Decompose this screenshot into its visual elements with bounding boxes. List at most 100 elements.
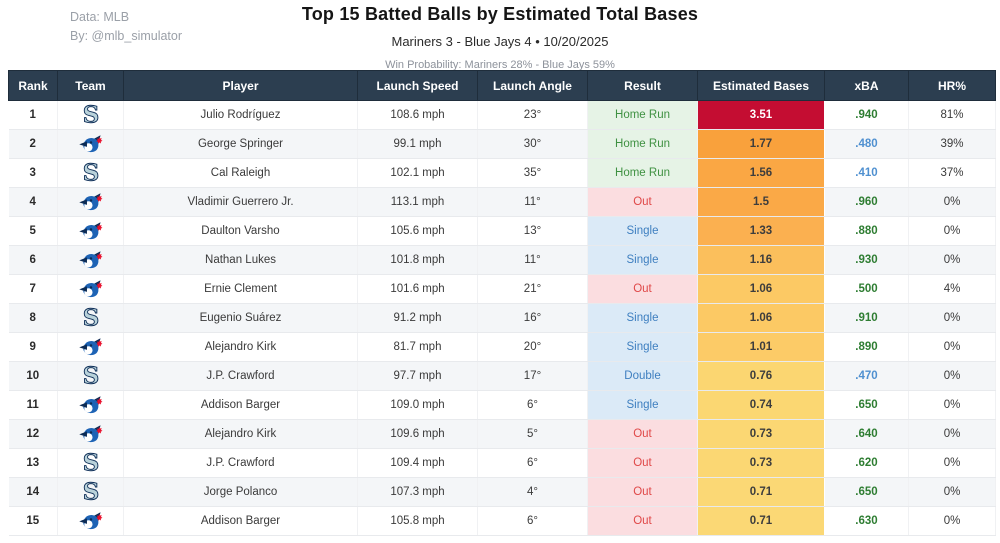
page-header: Data: MLB By: @mlb_simulator Top 15 Batt…	[0, 0, 1000, 71]
team-cell	[57, 332, 124, 362]
table-row: 13 S J.P. Crawford 109.4 mph 6° Out 0.73.620 0%	[8, 448, 996, 478]
batted-balls-table: Rank Team Player Launch Speed Launch Angle Re…	[8, 70, 996, 536]
xba-cell: .930	[824, 245, 909, 275]
hr-pct-cell: 39%	[908, 129, 996, 159]
team-cell: S	[57, 448, 124, 478]
column-header: xBA	[824, 70, 909, 101]
estimated-bases-cell: 0.73	[697, 448, 825, 478]
estimated-bases-cell: 1.5	[697, 187, 825, 217]
hr-pct-cell: 37%	[908, 158, 996, 188]
launch-angle-cell: 35°	[477, 158, 588, 188]
launch-speed-cell: 108.6 mph	[357, 100, 478, 130]
launch-speed-cell: 105.6 mph	[357, 216, 478, 246]
team-cell	[57, 187, 124, 217]
table-row: 7 Ernie Clement 101.6 mph 21° Out 1.06.500 4%	[8, 274, 996, 304]
estimated-bases-cell: 3.51	[697, 100, 825, 130]
column-header: Result	[587, 70, 698, 101]
rank-cell: 9	[8, 332, 58, 362]
team-cell: S	[57, 100, 124, 130]
result-cell: Out	[587, 419, 698, 449]
page-title: Top 15 Batted Balls by Estimated Total B…	[301, 4, 699, 24]
result-cell: Out	[587, 448, 698, 478]
launch-speed-cell: 109.0 mph	[357, 390, 478, 420]
player-cell: Addison Barger	[123, 390, 358, 420]
launch-angle-cell: 30°	[477, 129, 588, 159]
estimated-bases-cell: 0.71	[697, 506, 825, 536]
launch-speed-cell: 97.7 mph	[357, 361, 478, 391]
result-cell: Out	[587, 506, 698, 536]
xba-cell: .890	[824, 332, 909, 362]
player-cell: Eugenio Suárez	[123, 303, 358, 333]
player-cell: Daulton Varsho	[123, 216, 358, 246]
result-cell: Home Run	[587, 158, 698, 188]
rank-cell: 6	[8, 245, 58, 275]
table-row: 6 Nathan Lukes 101.8 mph 11° Single 1.16.930 0…	[8, 245, 996, 275]
xba-cell: .960	[824, 187, 909, 217]
table-row: 3 S Cal Raleigh 102.1 mph 35° Home Run 1.56.41…	[8, 158, 996, 188]
rank-cell: 11	[8, 390, 58, 420]
column-header: HR%	[908, 70, 996, 101]
rank-cell: 15	[8, 506, 58, 536]
column-header: Player	[123, 70, 358, 101]
table-row: 2 George Springer 99.1 mph 30° Home Run 1.77.…	[8, 129, 996, 159]
svg-text:S: S	[82, 306, 99, 330]
game-score-subtitle: Mariners 3 - Blue Jays 4 • 10/20/2025	[391, 34, 609, 49]
player-cell: Addison Barger	[123, 506, 358, 536]
table-row: 12 Alejandro Kirk 109.6 mph 5° Out 0.73.640 0%	[8, 419, 996, 449]
launch-angle-cell: 20°	[477, 332, 588, 362]
launch-angle-cell: 13°	[477, 216, 588, 246]
rank-cell: 10	[8, 361, 58, 391]
win-probability-text: Win Probability: Mariners 28% - Blue Jay…	[385, 59, 615, 71]
xba-cell: .940	[824, 100, 909, 130]
launch-angle-cell: 11°	[477, 187, 588, 217]
estimated-bases-cell: 1.56	[697, 158, 825, 188]
column-header: Team	[57, 70, 124, 101]
result-cell: Out	[587, 274, 698, 304]
result-cell: Out	[587, 477, 698, 507]
player-cell: Vladimir Guerrero Jr.	[123, 187, 358, 217]
hr-pct-cell: 0%	[908, 506, 996, 536]
result-cell: Home Run	[587, 129, 698, 159]
estimated-bases-cell: 1.16	[697, 245, 825, 275]
launch-angle-cell: 4°	[477, 477, 588, 507]
player-cell: J.P. Crawford	[123, 361, 358, 391]
result-cell: Single	[587, 216, 698, 246]
xba-cell: .410	[824, 158, 909, 188]
table-row: 9 Alejandro Kirk 81.7 mph 20° Single 1.01.890…	[8, 332, 996, 362]
launch-speed-cell: 101.8 mph	[357, 245, 478, 275]
mariners-logo-icon: S	[82, 449, 99, 477]
data-credits: Data: MLB By: @mlb_simulator	[70, 8, 182, 46]
column-header: Estimated Bases	[697, 70, 825, 101]
hr-pct-cell: 0%	[908, 332, 996, 362]
rank-cell: 13	[8, 448, 58, 478]
mariners-logo-icon: S	[82, 101, 99, 129]
rank-cell: 2	[8, 129, 58, 159]
launch-angle-cell: 16°	[477, 303, 588, 333]
launch-speed-cell: 109.4 mph	[357, 448, 478, 478]
table-row: 1 S Julio Rodríguez 108.6 mph 23° Home Run 3.5…	[8, 100, 996, 130]
team-cell: S	[57, 158, 124, 188]
hr-pct-cell: 0%	[908, 216, 996, 246]
hr-pct-cell: 0%	[908, 390, 996, 420]
result-cell: Single	[587, 245, 698, 275]
team-cell: S	[57, 303, 124, 333]
team-cell	[57, 129, 124, 159]
launch-speed-cell: 107.3 mph	[357, 477, 478, 507]
result-cell: Out	[587, 187, 698, 217]
player-cell: J.P. Crawford	[123, 448, 358, 478]
estimated-bases-cell: 1.06	[697, 274, 825, 304]
blue-jays-logo-icon	[78, 135, 102, 153]
table-row: 11 Addison Barger 109.0 mph 6° Single 0.74.65…	[8, 390, 996, 420]
svg-text:S: S	[82, 103, 99, 127]
svg-text:S: S	[82, 451, 99, 475]
rank-cell: 1	[8, 100, 58, 130]
result-cell: Double	[587, 361, 698, 391]
team-cell: S	[57, 361, 124, 391]
team-cell	[57, 216, 124, 246]
launch-speed-cell: 81.7 mph	[357, 332, 478, 362]
rank-cell: 14	[8, 477, 58, 507]
mariners-logo-icon: S	[82, 478, 99, 506]
team-cell: S	[57, 477, 124, 507]
table-row: 14 S Jorge Polanco 107.3 mph 4° Out 0.71.650 0%	[8, 477, 996, 507]
xba-cell: .480	[824, 129, 909, 159]
